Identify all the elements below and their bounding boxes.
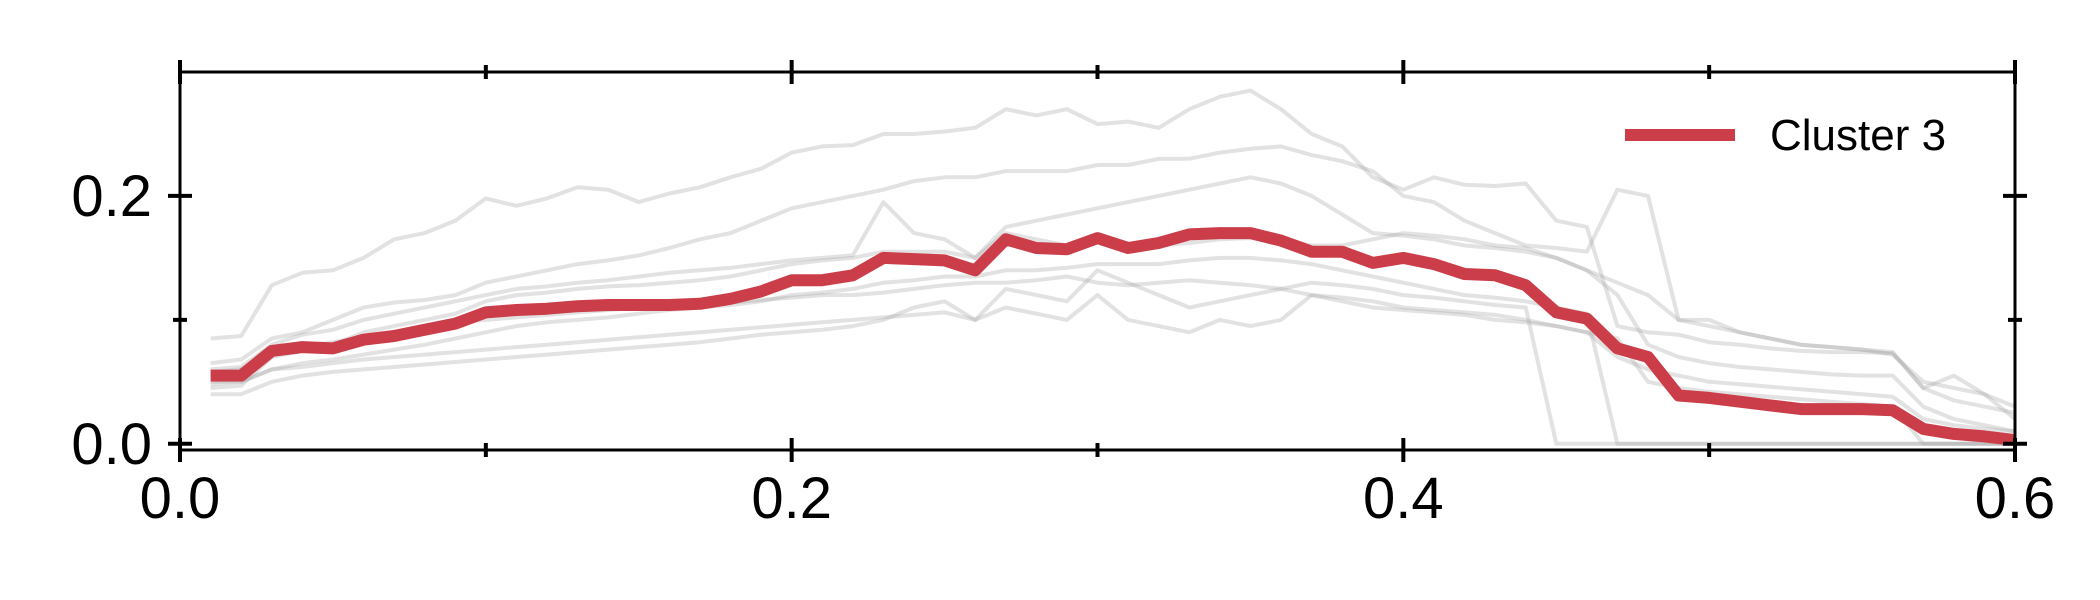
background-series-line-6: [210, 268, 2015, 446]
background-series-line-3: [210, 175, 2016, 409]
tick-marks: [168, 60, 2027, 462]
legend: Cluster 3: [1625, 111, 1946, 160]
x-tick-label: 0.0: [140, 466, 221, 531]
background-series-line-1: [210, 88, 2017, 421]
y-tick-label: 0.0: [71, 412, 152, 477]
background-series-line-7: [210, 274, 2016, 434]
highlight-series-group: [210, 227, 2016, 447]
x-tick-label: 0.2: [751, 466, 832, 531]
background-series-group: [210, 88, 2017, 446]
x-tick-label: 0.4: [1363, 466, 1444, 531]
y-tick-label: 0.2: [71, 164, 152, 229]
y-tick-labels: 0.0 0.2: [71, 164, 152, 477]
background-series-line-8: [210, 293, 2015, 446]
x-tick-label: 0.6: [1975, 466, 2056, 531]
series-line-cluster-3: [210, 227, 2016, 447]
x-tick-labels: 0.0 0.2 0.4 0.6: [140, 466, 2056, 531]
background-series-line-5: [210, 255, 2015, 446]
legend-label: Cluster 3: [1770, 111, 1946, 160]
background-series-line-2: [210, 144, 2016, 415]
